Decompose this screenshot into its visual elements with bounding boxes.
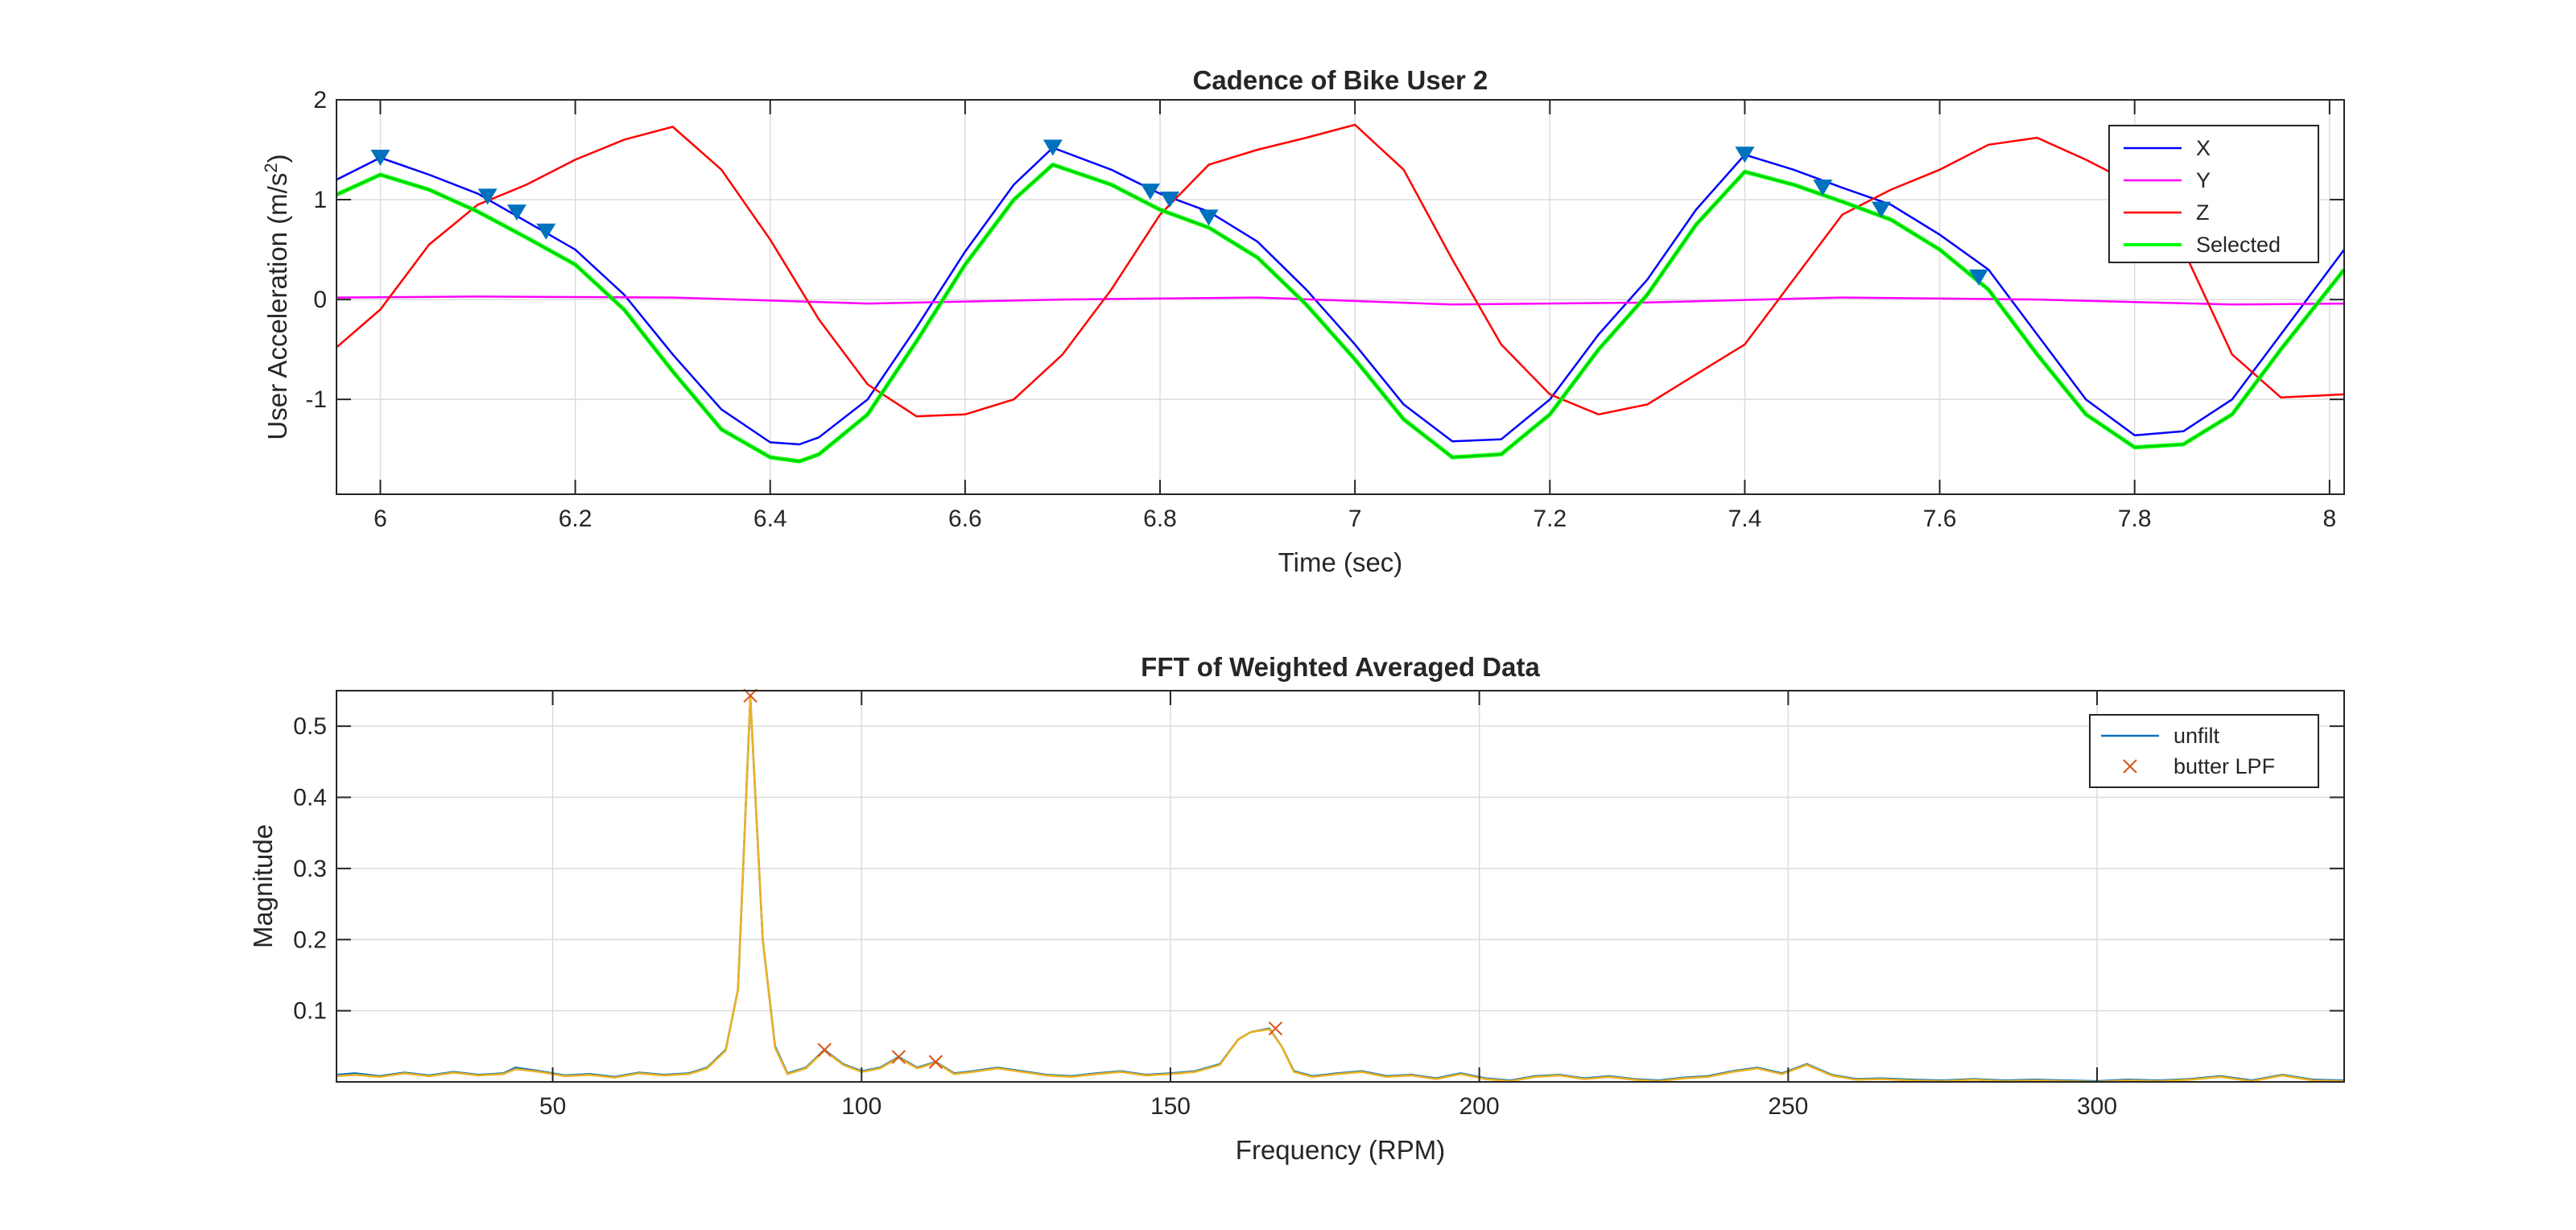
peak-marker [370,149,390,166]
legend-label-y: Y [2196,168,2211,192]
fft-ticks: 50 100 150 200 250 300 0.1 0.2 0.3 0.4 0.5 [293,691,2344,1120]
fft-ytick-label: 0.4 [293,785,327,811]
peak-marker [1140,184,1160,200]
peak-marker [1968,269,1988,286]
cadence-xtick-label: 6.6 [948,506,982,532]
cadence-peak-markers [370,139,1988,286]
fft-axes-frame [336,690,2345,1083]
cadence-legend: XYZ Selected [2108,125,2319,263]
cadence-xtick-label: 7.2 [1533,506,1567,532]
cadence-xtick-label: 6.2 [559,506,592,532]
peak-marker [536,223,556,240]
cadence-xtick-label: 8 [2322,506,2336,532]
fft-xtick-label: 200 [1459,1093,1500,1120]
fft-peak-marker [1268,1022,1283,1036]
legend-label-unfilt: unfilt [2174,724,2220,748]
cadence-xtick-label: 6 [374,506,387,532]
fft-ytick-label: 0.1 [293,998,327,1025]
selected-series-core [336,163,2345,462]
peak-marker [1160,192,1180,208]
cadence-xlabel: Time (sec) [1278,547,1403,577]
cadence-xtick-label: 6.8 [1143,506,1177,532]
peak-marker [1813,180,1833,196]
cadence-title: Cadence of Bike User 2 [1193,65,1488,95]
fft-ytick-label: 0.5 [293,713,327,740]
peak-marker [1871,201,1891,218]
cadence-series-y [336,295,2345,306]
legend-label-x: X [2196,136,2211,160]
fft-series [336,696,2345,1083]
cadence-series-x [336,147,2346,446]
cadence-xtick-label: 6.4 [753,506,787,532]
cadence-ytick-label: -1 [305,386,327,413]
cadence-series-z [336,123,2345,418]
fft-xtick-label: 100 [841,1093,881,1120]
legend-label-butter-lpf: butter LPF [2174,754,2275,778]
peak-marker [1735,147,1755,163]
legend-marker-butter-lpf [2123,759,2137,774]
cadence-xtick-label: 7 [1348,506,1362,532]
fft-xtick-label: 300 [2077,1093,2117,1120]
peak-marker [1199,209,1219,226]
fft-series-butter-lpf [336,696,2345,1083]
fft-legend: unfilt butter LPF [2089,714,2319,788]
cadence-ylabel-close: ) [262,154,292,163]
cadence-ylabel: User Acceleration (m/s2) [261,154,292,440]
peak-marker [506,204,526,221]
fft-xtick-label: 250 [1768,1093,1808,1120]
fft-ytick-label: 0.3 [293,856,327,882]
cadence-chart: 6 6.2 6.4 6.6 6.8 7 7.2 7.4 7.6 7.8 8 -1 0 1 2 Cadence… [261,65,2346,577]
fft-xtick-label: 50 [539,1093,566,1120]
fft-ytick-label: 0.2 [293,927,327,953]
cadence-xtick-label: 7.4 [1728,506,1762,532]
cadence-series [335,123,2346,464]
legend-label-selected: Selected [2196,233,2281,257]
fft-chart: 50 100 150 200 250 300 0.1 0.2 0.3 0.4 0.5 FFT of … [248,652,2345,1165]
fft-grid [336,691,2344,1082]
cadence-xtick-label: 7.6 [1923,506,1957,532]
cadence-ylabel-sup: 2 [261,163,281,172]
cadence-ytick-label: 0 [313,287,327,313]
legend-label-z: Z [2196,200,2210,225]
fft-peak-marker [928,1055,943,1069]
cadence-ticks: 6 6.2 6.4 6.6 6.8 7 7.2 7.4 7.6 7.8 8 -1 0 1 2 [305,87,2344,532]
cadence-xtick-label: 7.8 [2118,506,2152,532]
peak-marker [1042,139,1063,156]
peak-marker [477,188,497,205]
fft-legend-box [2089,714,2319,788]
cadence-axes-frame [336,99,2345,495]
fft-xtick-label: 150 [1150,1093,1191,1120]
cadence-ylabel-main: User Acceleration (m/s [262,173,292,440]
fft-xlabel: Frequency (RPM) [1236,1135,1445,1165]
fft-ylabel: Magnitude [248,824,278,948]
cadence-ytick-label: 2 [313,87,327,114]
fft-peak-marker [817,1042,832,1057]
fft-peak-marker [891,1050,906,1064]
cadence-ytick-label: 1 [313,187,327,213]
fft-title: FFT of Weighted Averaged Data [1141,652,1540,682]
fft-plot-area [336,691,2344,1082]
